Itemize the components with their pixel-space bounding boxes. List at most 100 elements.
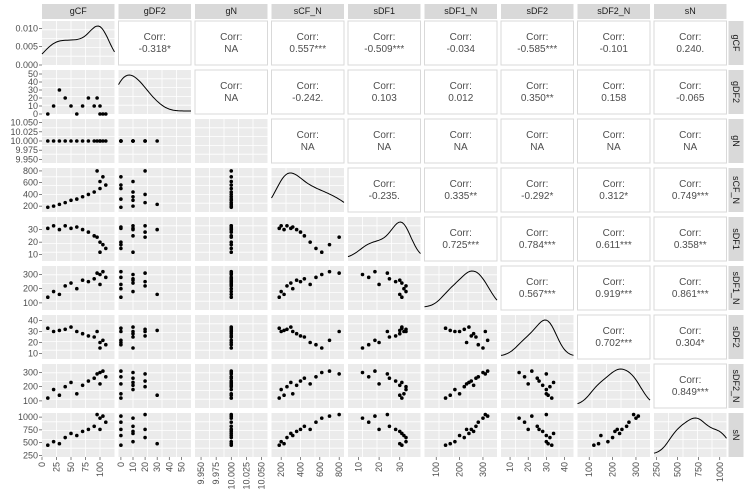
strip-right-sDF2 (728, 315, 744, 359)
scatter-point (69, 226, 73, 231)
scatter-point (101, 242, 105, 247)
scatter-point (119, 175, 123, 179)
scatter-point (92, 276, 96, 281)
scatter-point (443, 326, 448, 331)
x-tick-label: 75 (81, 462, 91, 472)
scatter-point (298, 379, 303, 383)
panel-sDF2_N-sN (653, 363, 727, 409)
scatter-point (282, 393, 286, 398)
scatter-point (131, 429, 135, 434)
scatter-point (279, 439, 283, 444)
scatter-point (327, 338, 332, 343)
scatter-point (308, 282, 312, 287)
scatter-point (294, 331, 299, 336)
scatter-point (366, 342, 371, 347)
scatter-point (229, 424, 234, 429)
scatter-point (143, 235, 147, 239)
corr-label: Corr: (603, 326, 625, 337)
corr-value: 0.158 (601, 93, 626, 104)
scatter-point (464, 427, 469, 432)
scatter-point (373, 414, 377, 418)
scatter-point (131, 198, 135, 203)
scatter-point (308, 427, 312, 432)
scatter-point (143, 139, 147, 143)
corr-value: -0.065 (676, 93, 705, 104)
scatter-point (277, 226, 282, 231)
scatter-point (104, 342, 108, 347)
corr-value: -0.292* (521, 191, 553, 202)
panel-gCF-sCF_N (271, 20, 345, 66)
scatter-point (131, 383, 135, 388)
scatter-point (314, 246, 318, 251)
scatter-point (131, 224, 135, 228)
scatter-point (69, 198, 73, 203)
scatter-point (119, 186, 123, 191)
y-tick-label: 0.005 (15, 42, 38, 52)
scatter-point (393, 379, 398, 383)
strip-top-label: sDF1_N (444, 6, 477, 16)
scatter-point (302, 335, 307, 339)
scatter-point (467, 431, 471, 436)
scatter-point (229, 282, 234, 287)
strip-top-sCF_N (271, 4, 344, 19)
panel-sDF1-sN (653, 216, 727, 262)
strip-top-gDF2 (118, 4, 191, 19)
corr-label: Corr: (603, 81, 625, 92)
panel-gN-gDF2 (118, 119, 191, 163)
panel-gCF-gN (194, 20, 268, 66)
scatter-point (57, 88, 62, 92)
scatter-point (63, 284, 67, 288)
corr-value: -0.585*** (517, 44, 557, 55)
scatter-point (98, 186, 102, 191)
x-tick-label: 50 (176, 462, 186, 472)
y-tick-label: 30 (28, 85, 38, 95)
scatter-point (131, 439, 135, 444)
panel-sN-sDF1 (348, 413, 421, 457)
panel-sCF_N-sDF2_N (577, 167, 651, 213)
panel-sDF1-sDF2 (500, 216, 574, 262)
corr-value: -0.034 (447, 44, 476, 55)
scatter-point (526, 382, 530, 386)
panel-gCF-sDF1_N (424, 20, 498, 66)
scatter-point (549, 396, 554, 400)
scatter-point (290, 225, 295, 229)
scatter-point (462, 384, 467, 389)
scatter-point (526, 427, 530, 432)
panel-sDF1-gCF (42, 217, 115, 261)
scatter-point (131, 281, 135, 285)
scatter-point (308, 240, 312, 244)
y-tick-label: 300 (23, 270, 38, 280)
scatter-point (294, 383, 299, 388)
scatter-point (285, 435, 289, 440)
panel-sDF1-gN (195, 217, 268, 261)
panel-sDF1-sDF2_N (577, 216, 651, 262)
scatter-point (360, 416, 365, 420)
scatter-point (131, 424, 135, 429)
scatter-point (606, 439, 610, 444)
scatter-point (98, 346, 102, 350)
panel-gCF-gDF2 (118, 20, 192, 66)
scatter-point (119, 326, 123, 331)
scatter-point (443, 443, 448, 448)
scatter-point (282, 227, 286, 232)
scatter-point (453, 387, 457, 392)
scatter-point (308, 382, 312, 386)
scatter-point (302, 376, 307, 380)
scatter-point (627, 420, 631, 425)
scatter-point (104, 275, 108, 280)
scatter-point (229, 342, 234, 347)
scatter-point (319, 250, 324, 254)
scatter-point (483, 329, 488, 334)
x-tick-label: 10 (128, 462, 138, 472)
panel-sDF2_N-sCF_N (271, 364, 344, 408)
scatter-point (610, 435, 615, 440)
panel-gN-sDF2_N (577, 118, 651, 164)
scatter-point (517, 370, 521, 375)
scatter-point (302, 424, 307, 429)
panel-sDF1-gDF2 (118, 217, 191, 261)
panel-sCF_N-sN (653, 167, 727, 213)
scatter-point (131, 179, 135, 184)
scatter-point (119, 246, 123, 251)
scatter-point (75, 286, 79, 291)
